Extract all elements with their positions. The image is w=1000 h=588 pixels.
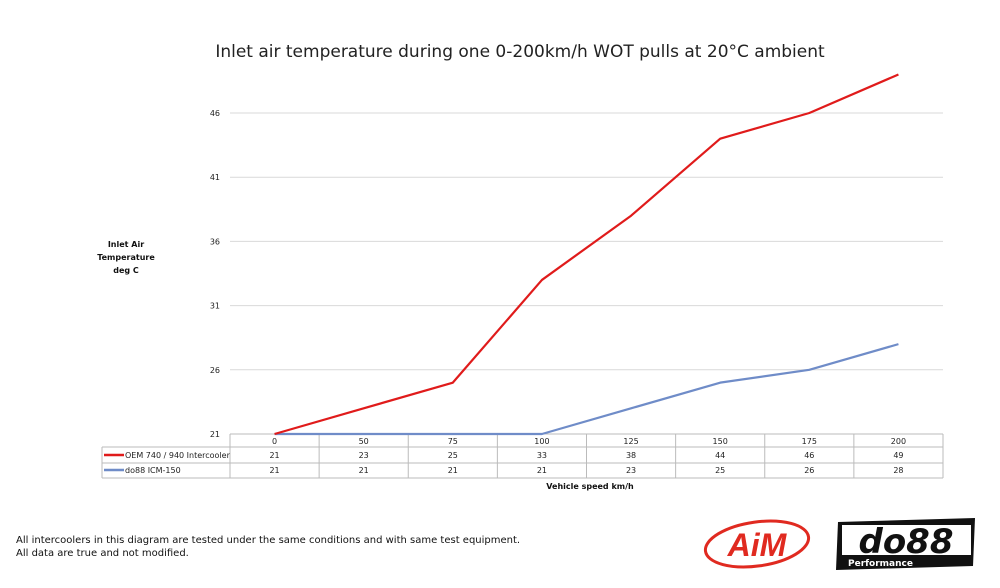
y-label-line: Temperature [97, 253, 155, 262]
x-tick-label: 100 [534, 437, 549, 446]
footer-line-2: All data are true and not modified. [16, 548, 189, 559]
x-tick-label: 200 [891, 437, 906, 446]
x-tick-label: 0 [272, 437, 277, 446]
x-tick-label: 150 [713, 437, 728, 446]
table-cell: 25 [448, 451, 458, 460]
table-cell: 28 [893, 466, 903, 475]
legend-label: do88 ICM-150 [125, 466, 181, 475]
table-cell: 23 [359, 451, 369, 460]
table-cell: 49 [893, 451, 903, 460]
table-cell: 21 [359, 466, 369, 475]
table-cell: 21 [269, 451, 279, 460]
legend-label: OEM 740 / 940 Intercooler [125, 451, 231, 460]
x-axis-label: Vehicle speed km/h [546, 482, 634, 491]
y-tick-label: 36 [210, 237, 220, 246]
series-line [274, 73, 899, 436]
table-cell: 46 [804, 451, 814, 460]
y-label-line: deg C [113, 266, 139, 275]
y-tick-label: 46 [210, 109, 220, 118]
chart-title: Inlet air temperature during one 0-200km… [215, 42, 825, 62]
x-tick-label: 125 [623, 437, 638, 446]
table-cell: 21 [537, 466, 547, 475]
table-cell: 21 [448, 466, 458, 475]
y-label-line: Inlet Air [107, 240, 145, 249]
y-tick-label: 41 [210, 173, 220, 182]
series-line [274, 343, 899, 436]
footer-note: All intercoolers in this diagram are tes… [16, 534, 520, 560]
y-axis-label: Inlet Air Temperature deg C [88, 238, 164, 277]
table-cell: 44 [715, 451, 725, 460]
y-tick-label: 31 [210, 302, 220, 311]
x-tick-label: 75 [448, 437, 458, 446]
y-tick-label: 21 [210, 430, 220, 439]
table-cell: 21 [269, 466, 279, 475]
table-cell: 38 [626, 451, 636, 460]
x-tick-label: 50 [359, 437, 369, 446]
table-cell: 33 [537, 451, 547, 460]
table-cell: 26 [804, 466, 814, 475]
footer-line-1: All intercoolers in this diagram are tes… [16, 535, 521, 546]
y-tick-label: 26 [210, 366, 220, 375]
table-cell: 23 [626, 466, 636, 475]
x-tick-label: 175 [802, 437, 817, 446]
table-cell: 25 [715, 466, 725, 475]
